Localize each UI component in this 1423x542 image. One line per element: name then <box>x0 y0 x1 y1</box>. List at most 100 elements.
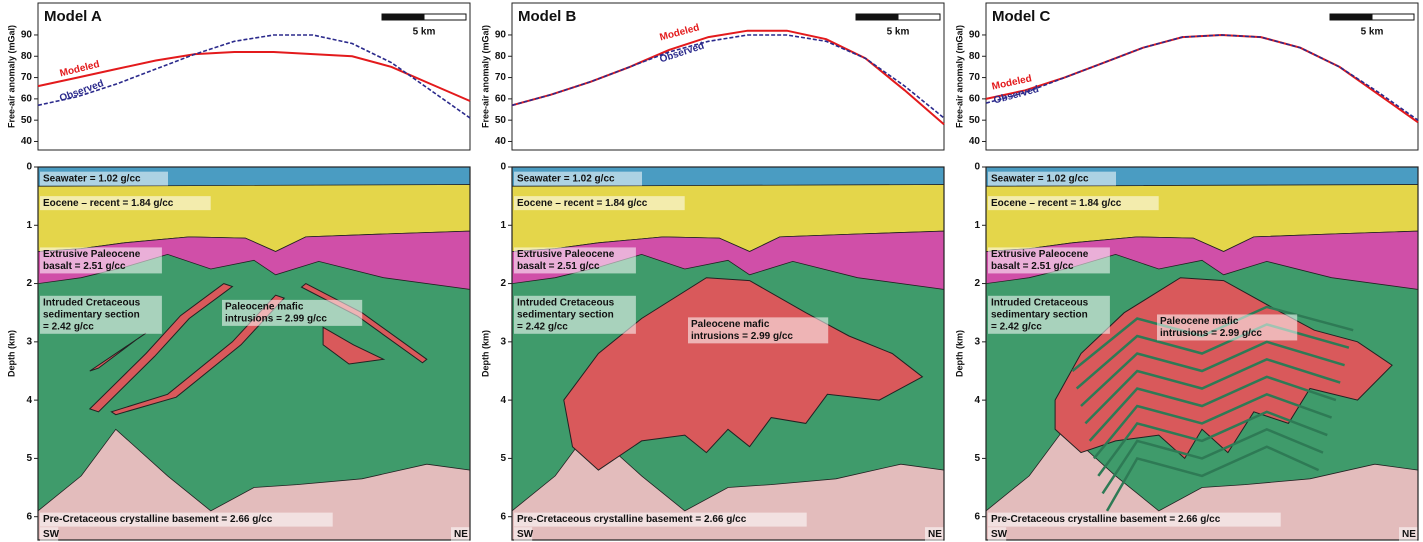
y-tick-label: 40 <box>495 136 507 147</box>
y-axis-label: Free-air anomaly (mGal) <box>480 25 490 128</box>
label-text: basalt = 2.51 g/cc <box>517 261 600 272</box>
y-tick-label: 80 <box>495 51 507 62</box>
layer-label: NE <box>1399 527 1417 541</box>
y-tick-label: 90 <box>495 30 507 41</box>
y-tick-label: 50 <box>969 115 981 126</box>
layer-label: Seawater = 1.02 g/cc <box>988 172 1116 186</box>
plot-frame <box>38 3 470 150</box>
label-text: sedimentary section <box>43 309 140 320</box>
y-tick-label: 1 <box>26 220 32 231</box>
scale-label: 5 km <box>1361 27 1384 38</box>
y-tick-label: 40 <box>969 136 981 147</box>
y-axis-label: Depth (km) <box>6 330 16 377</box>
y-tick-label: 60 <box>969 94 981 105</box>
label-text: sedimentary section <box>991 309 1088 320</box>
y-axis-label: Depth (km) <box>480 330 490 377</box>
y-tick-label: 6 <box>974 511 980 522</box>
label-text: Intruded Cretaceous <box>991 297 1089 308</box>
y-tick-label: 3 <box>500 336 506 347</box>
y-tick-label: 0 <box>974 162 980 173</box>
y-tick-label: 4 <box>26 395 32 406</box>
layer-label: Pre-Cretaceous crystalline basement = 2.… <box>988 513 1281 527</box>
layer-label: SW <box>514 527 534 541</box>
y-tick-label: 70 <box>21 72 33 83</box>
y-tick-label: 4 <box>974 395 980 406</box>
label-text: Eocene – recent = 1.84 g/cc <box>517 198 648 209</box>
layer-label: SW <box>988 527 1008 541</box>
label-text: Extrusive Paleocene <box>43 249 141 260</box>
label-text: sedimentary section <box>517 309 614 320</box>
label-text: = 2.42 g/cc <box>43 321 94 332</box>
y-tick-label: 0 <box>500 162 506 173</box>
layer-label: Eocene – recent = 1.84 g/cc <box>514 196 685 210</box>
y-axis-label: Depth (km) <box>954 330 964 377</box>
label-text: Seawater = 1.02 g/cc <box>43 173 141 184</box>
layer-label: NE <box>451 527 469 541</box>
scale-bar-light <box>898 14 940 20</box>
label-text: Intruded Cretaceous <box>517 297 615 308</box>
layer-label: Extrusive Paleocenebasalt = 2.51 g/cc <box>40 247 162 273</box>
scale-label: 5 km <box>887 27 910 38</box>
label-text: Paleocene mafic <box>691 319 770 330</box>
y-tick-label: 90 <box>969 30 981 41</box>
label-text: Seawater = 1.02 g/cc <box>991 173 1089 184</box>
figure: 405060708090Free-air anomaly (mGal)Model… <box>0 0 1423 542</box>
scale-bar-dark <box>856 14 898 20</box>
scale-bar-light <box>424 14 466 20</box>
label-text: Pre-Cretaceous crystalline basement = 2.… <box>991 514 1221 525</box>
y-tick-label: 60 <box>495 94 507 105</box>
scale-bar-dark <box>382 14 424 20</box>
label-text: SW <box>991 529 1008 540</box>
label-text: SW <box>43 529 60 540</box>
y-tick-label: 1 <box>500 220 506 231</box>
layer-label: Pre-Cretaceous crystalline basement = 2.… <box>514 513 807 527</box>
label-text: Paleocene mafic <box>225 302 304 313</box>
y-tick-label: 60 <box>21 94 33 105</box>
chart-title: Model A <box>44 8 102 25</box>
y-tick-label: 70 <box>495 72 507 83</box>
layer-label: Seawater = 1.02 g/cc <box>40 172 168 186</box>
y-tick-label: 6 <box>26 511 32 522</box>
label-text: NE <box>928 529 942 540</box>
y-tick-label: 5 <box>974 453 980 464</box>
y-tick-label: 90 <box>21 30 33 41</box>
plot-frame <box>512 3 944 150</box>
label-text: Extrusive Paleocene <box>991 249 1089 260</box>
label-text: intrusions = 2.99 g/cc <box>225 314 327 325</box>
layer-label: Seawater = 1.02 g/cc <box>514 172 642 186</box>
layer-label: NE <box>925 527 943 541</box>
y-tick-label: 5 <box>26 453 32 464</box>
layer-label: SW <box>40 527 60 541</box>
y-tick-label: 2 <box>26 278 32 289</box>
label-text: intrusions = 2.99 g/cc <box>691 331 793 342</box>
y-tick-label: 50 <box>21 115 33 126</box>
y-tick-label: 0 <box>26 162 32 173</box>
layer-label: Eocene – recent = 1.84 g/cc <box>988 196 1159 210</box>
label-text: NE <box>1402 529 1416 540</box>
label-text: Seawater = 1.02 g/cc <box>517 173 615 184</box>
label-text: SW <box>517 529 534 540</box>
y-tick-label: 6 <box>500 511 506 522</box>
y-tick-label: 70 <box>969 72 981 83</box>
label-text: Paleocene mafic <box>1160 316 1239 327</box>
scale-label: 5 km <box>413 27 436 38</box>
label-text: basalt = 2.51 g/cc <box>991 261 1074 272</box>
label-text: Pre-Cretaceous crystalline basement = 2.… <box>43 514 273 525</box>
layer-label: Paleocene maficintrusions = 2.99 g/cc <box>222 300 362 326</box>
label-text: = 2.42 g/cc <box>517 321 568 332</box>
label-text: Intruded Cretaceous <box>43 297 141 308</box>
y-tick-label: 3 <box>974 336 980 347</box>
label-text: Eocene – recent = 1.84 g/cc <box>991 198 1122 209</box>
y-tick-label: 5 <box>500 453 506 464</box>
layer-label: Paleocene maficintrusions = 2.99 g/cc <box>688 317 828 343</box>
label-text: = 2.42 g/cc <box>991 321 1042 332</box>
label-text: intrusions = 2.99 g/cc <box>1160 328 1262 339</box>
label-text: basalt = 2.51 g/cc <box>43 261 126 272</box>
label-text: Extrusive Paleocene <box>517 249 615 260</box>
y-tick-label: 2 <box>500 278 506 289</box>
